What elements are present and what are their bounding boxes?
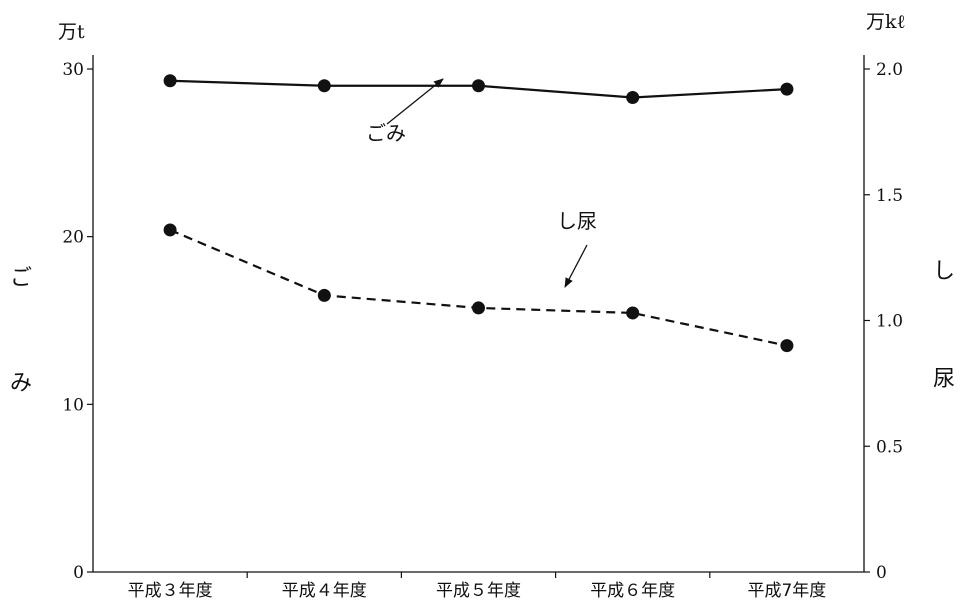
series-0-point: [163, 74, 177, 88]
x-tick-label: 平成４年度: [282, 581, 367, 601]
x-axis-ticks: 平成３年度 平成４年度 平成５年度 平成６年度 平成7年度: [128, 572, 826, 601]
left-tick-label: 20: [62, 228, 84, 248]
series-1-point: [472, 301, 485, 315]
x-tick-label: 平成６年度: [590, 581, 675, 601]
series-layer: [163, 74, 794, 353]
series-line-1: [169, 228, 788, 347]
right-axis-label-char-1: し: [933, 259, 955, 284]
x-tick-label: 平成7年度: [747, 581, 826, 601]
series-0-point: [472, 79, 485, 93]
left-axis-label-char-2: み: [10, 371, 32, 396]
annotation-shinyo-arrow: [564, 244, 588, 288]
right-tick-label: 0: [876, 563, 887, 583]
series-0-point: [626, 91, 640, 105]
left-tick-label: 0: [73, 563, 84, 583]
annotation-shinyo: し尿: [557, 209, 597, 233]
left-axis-label-char-1: ご: [10, 266, 32, 291]
series-0-point: [780, 82, 794, 96]
left-axis-unit: 万t: [58, 21, 85, 43]
x-tick-label: 平成３年度: [128, 581, 213, 601]
right-tick-label: 2.0: [876, 60, 903, 80]
right-axis-unit: 万kℓ: [866, 11, 906, 33]
series-0-point: [317, 79, 331, 93]
left-tick-label: 10: [62, 395, 84, 415]
right-tick-label: 1.0: [876, 312, 903, 332]
left-tick-label: 30: [62, 60, 84, 80]
series-1-point: [626, 306, 640, 320]
series-1-point: [780, 339, 794, 353]
left-axis-ticks: 0 10 20 30: [62, 60, 93, 583]
right-axis-ticks: 0 0.5 1.0 1.5 2.0: [864, 60, 903, 583]
annotation-gomi-arrow: [386, 78, 444, 125]
x-tick-label: 平成５年度: [436, 581, 521, 601]
right-axis-label-char-2: 尿: [933, 367, 955, 392]
series-1-point: [163, 223, 177, 237]
right-tick-label: 1.5: [876, 186, 903, 206]
annotation-gomi: ごみ: [366, 121, 406, 145]
right-tick-label: 0.5: [876, 437, 903, 457]
series-1-point: [317, 288, 331, 302]
